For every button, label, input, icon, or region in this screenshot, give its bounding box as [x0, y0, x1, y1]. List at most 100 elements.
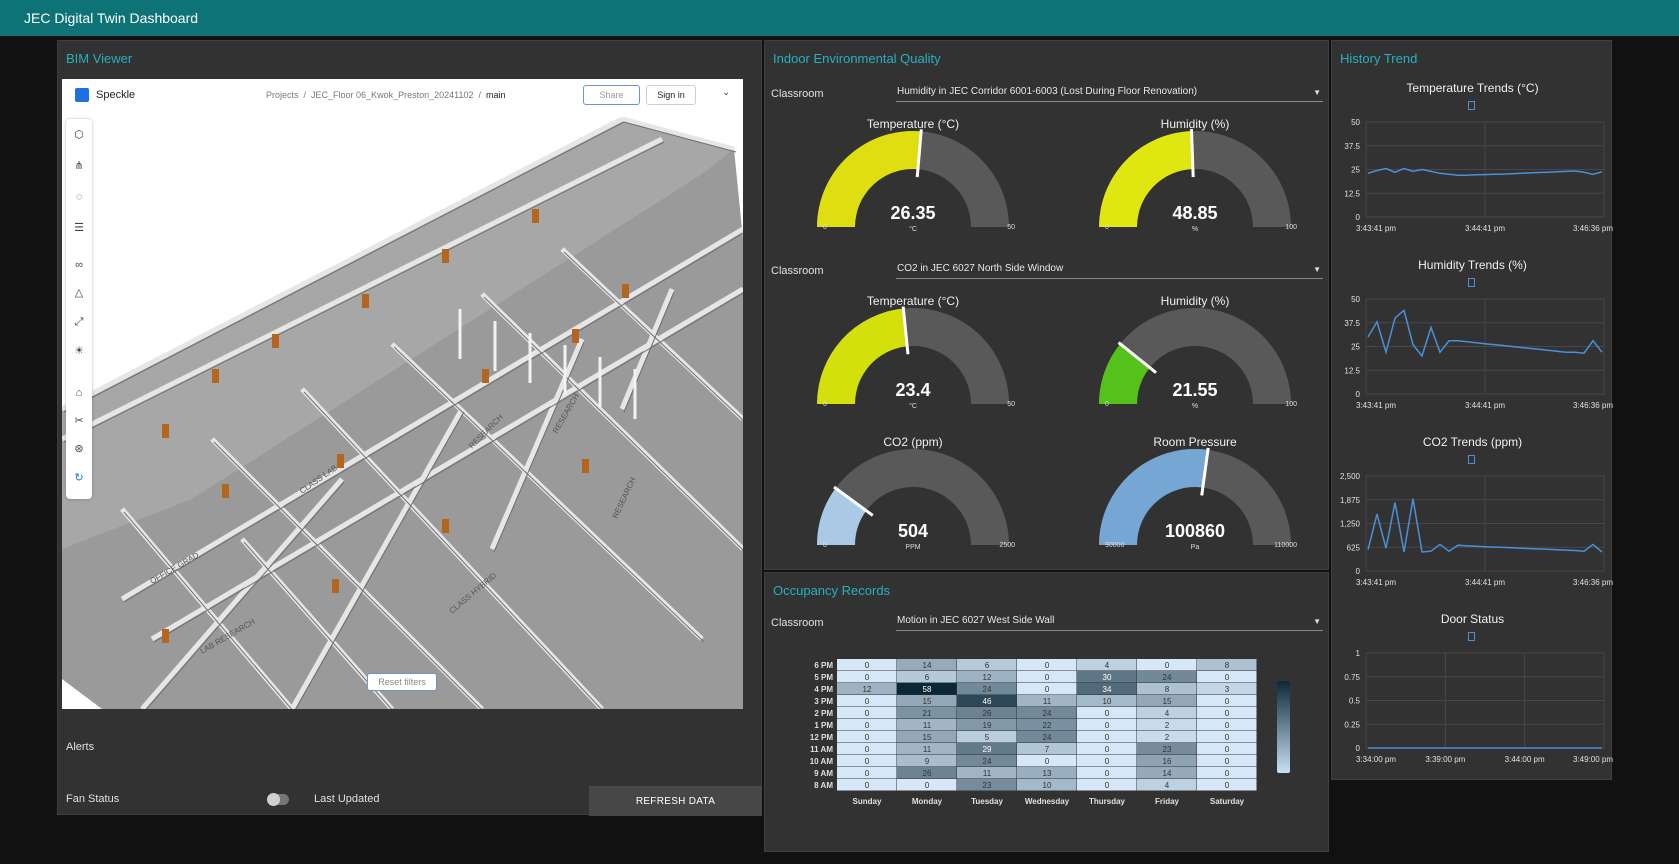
- gauge-value: 23.4: [895, 380, 931, 400]
- app-header: JEC Digital Twin Dashboard: [0, 0, 1679, 36]
- bim-door: [442, 249, 449, 263]
- bim-wall-shadow: [123, 232, 743, 603]
- heatmap-cell-value: 0: [1225, 673, 1230, 682]
- speckle-viewer[interactable]: OFFICE GRAD LAB RESEARCH CLASS LAB CLASS HY…: [62, 79, 743, 709]
- classroom-select-co2[interactable]: CO2 in JEC 6027 North Side Window ▼: [896, 263, 1323, 279]
- section-icon[interactable]: △: [74, 287, 84, 299]
- refresh-data-button[interactable]: REFRESH DATA: [589, 786, 762, 816]
- gauge-value: 48.85: [1172, 203, 1218, 223]
- gauge-dial: [817, 448, 1009, 545]
- filter-icon[interactable]: ⊛: [74, 443, 84, 455]
- heatmap-cell: [897, 683, 957, 695]
- sun-icon[interactable]: ☀: [74, 345, 84, 357]
- heatmap-cell: [1137, 719, 1197, 731]
- heatmap-cell: [1077, 707, 1137, 719]
- bim-wall: [120, 226, 743, 602]
- gauge-max: 110000: [1274, 542, 1297, 549]
- heatmap-cell-value: 0: [1225, 721, 1230, 730]
- bim-wall: [62, 116, 624, 412]
- model-tree-icon[interactable]: ⋔: [74, 160, 84, 172]
- bim-door: [572, 329, 579, 343]
- gauge-dial: [817, 306, 1009, 404]
- bim-wall-shadow: [123, 511, 293, 709]
- heatmap-cell: [1197, 671, 1257, 683]
- trend-plot: 2,500 1,875 1,250 625 0 3:43:41 pm 3:44:41 pm 3…: [1340, 472, 1613, 587]
- heatmap-cell: [897, 671, 957, 683]
- crumb-separator: /: [303, 90, 307, 100]
- gauge: Temperature (°C) 26.35 °C 0 50: [803, 117, 1023, 247]
- gauge-min: 0: [1105, 401, 1109, 408]
- legend-swatch-icon[interactable]: [1468, 101, 1475, 110]
- heatmap-cell: [837, 743, 897, 755]
- bim-wall-shadow: [145, 481, 345, 709]
- x-tick-label: 3:44:41 pm: [1465, 224, 1505, 233]
- heatmap-cell: [837, 779, 897, 791]
- heatmap-cell: [957, 719, 1017, 731]
- chevron-down-icon[interactable]: ⌄: [722, 87, 731, 98]
- legend-swatch-icon[interactable]: [1468, 278, 1475, 287]
- comment-icon[interactable]: ◌: [75, 191, 83, 203]
- crumb-model[interactable]: main: [486, 90, 506, 100]
- classroom-select-motion[interactable]: Motion in JEC 6027 West Side Wall ▼: [896, 615, 1323, 631]
- heatmap-cell-value: 0: [865, 673, 870, 682]
- classroom-label: Classroom: [771, 265, 824, 277]
- heatmap-cell: [837, 755, 897, 767]
- reset-filters-button[interactable]: Reset filters: [367, 673, 437, 691]
- cube-icon[interactable]: ⬡: [74, 129, 84, 141]
- heatmap-cell: [957, 755, 1017, 767]
- measure-icon[interactable]: ⌂: [75, 387, 83, 399]
- trend-plot: 1 0.75 0.5 0.25 0 3:34:00 pm 3:39:00 pm 3:44:00…: [1344, 649, 1613, 764]
- heatmap-cell-value: 15: [1163, 697, 1172, 706]
- gauge-needle: [915, 129, 923, 178]
- bim-wall-shadow: [153, 292, 743, 643]
- scissors-icon[interactable]: ✂: [74, 415, 84, 427]
- heatmap-day-label: Saturday: [1210, 797, 1245, 806]
- explode-icon[interactable]: ∞: [75, 259, 83, 271]
- bim-wall-shadow: [393, 346, 705, 643]
- heatmap-cell: [957, 779, 1017, 791]
- fullscreen-icon[interactable]: ⤢: [74, 316, 84, 328]
- heatmap-cell: [957, 659, 1017, 671]
- heatmap-hour-label: 2 PM: [814, 709, 833, 718]
- heatmap-cell-value: 8: [1165, 685, 1170, 694]
- heatmap-cell-value: 12: [983, 673, 992, 682]
- heatmap-cell-value: 22: [1043, 721, 1052, 730]
- crumb-projects[interactable]: Projects: [266, 90, 299, 100]
- heatmap-cell-value: 34: [1103, 685, 1112, 694]
- legend-swatch-icon[interactable]: [1468, 455, 1475, 464]
- heatmap-cell-value: 9: [925, 757, 930, 766]
- trend-title: CO2 Trends (ppm): [1422, 435, 1523, 449]
- gauge-needle: [1117, 341, 1157, 374]
- classroom-select-humidity[interactable]: Humidity in JEC Corridor 6001-6003 (Lost…: [896, 86, 1323, 102]
- heatmap-cell: [1137, 683, 1197, 695]
- y-tick-label: 25: [1351, 343, 1360, 352]
- heatmap-hour-label: 1 PM: [814, 721, 833, 730]
- heatmap-cell-value: 26: [923, 769, 932, 778]
- fan-status-toggle[interactable]: [267, 793, 289, 806]
- heatmap-cell: [1137, 659, 1197, 671]
- heatmap-cell: [1137, 707, 1197, 719]
- heatmap-cell-value: 0: [1045, 673, 1050, 682]
- heatmap-hour-label: 11 AM: [810, 745, 833, 754]
- x-tick-label: 3:44:41 pm: [1465, 578, 1505, 587]
- legend-swatch-icon[interactable]: [1468, 632, 1475, 641]
- gauge-title: Humidity (%): [1160, 294, 1230, 308]
- heatmap-cell: [1197, 695, 1257, 707]
- trend-chart: CO2 Trends (ppm) 2,500 1,875 1,250 625 0 3:43:…: [1332, 435, 1613, 605]
- heatmap-hour-label: 4 PM: [814, 685, 833, 694]
- heatmap-cell: [1197, 731, 1257, 743]
- occupancy-card: Occupancy Records Classroom Motion in JE…: [764, 572, 1329, 852]
- share-button[interactable]: Share: [583, 85, 640, 105]
- sign-in-button[interactable]: Sign in: [646, 85, 696, 105]
- bim-wall: [210, 437, 484, 709]
- heatmap-cell-value: 0: [1225, 781, 1230, 790]
- heatmap-cell: [837, 707, 897, 719]
- refresh-view-icon[interactable]: ↻: [74, 472, 84, 484]
- crumb-project[interactable]: JEC_Floor 06_Kwok_Preston_20241102: [311, 90, 474, 100]
- gauge-max: 50: [1007, 224, 1015, 231]
- gauge-dial: [1099, 307, 1291, 404]
- y-tick-label: 1,875: [1340, 496, 1361, 505]
- layers-icon[interactable]: ☰: [74, 222, 84, 234]
- heatmap-cell: [1137, 695, 1197, 707]
